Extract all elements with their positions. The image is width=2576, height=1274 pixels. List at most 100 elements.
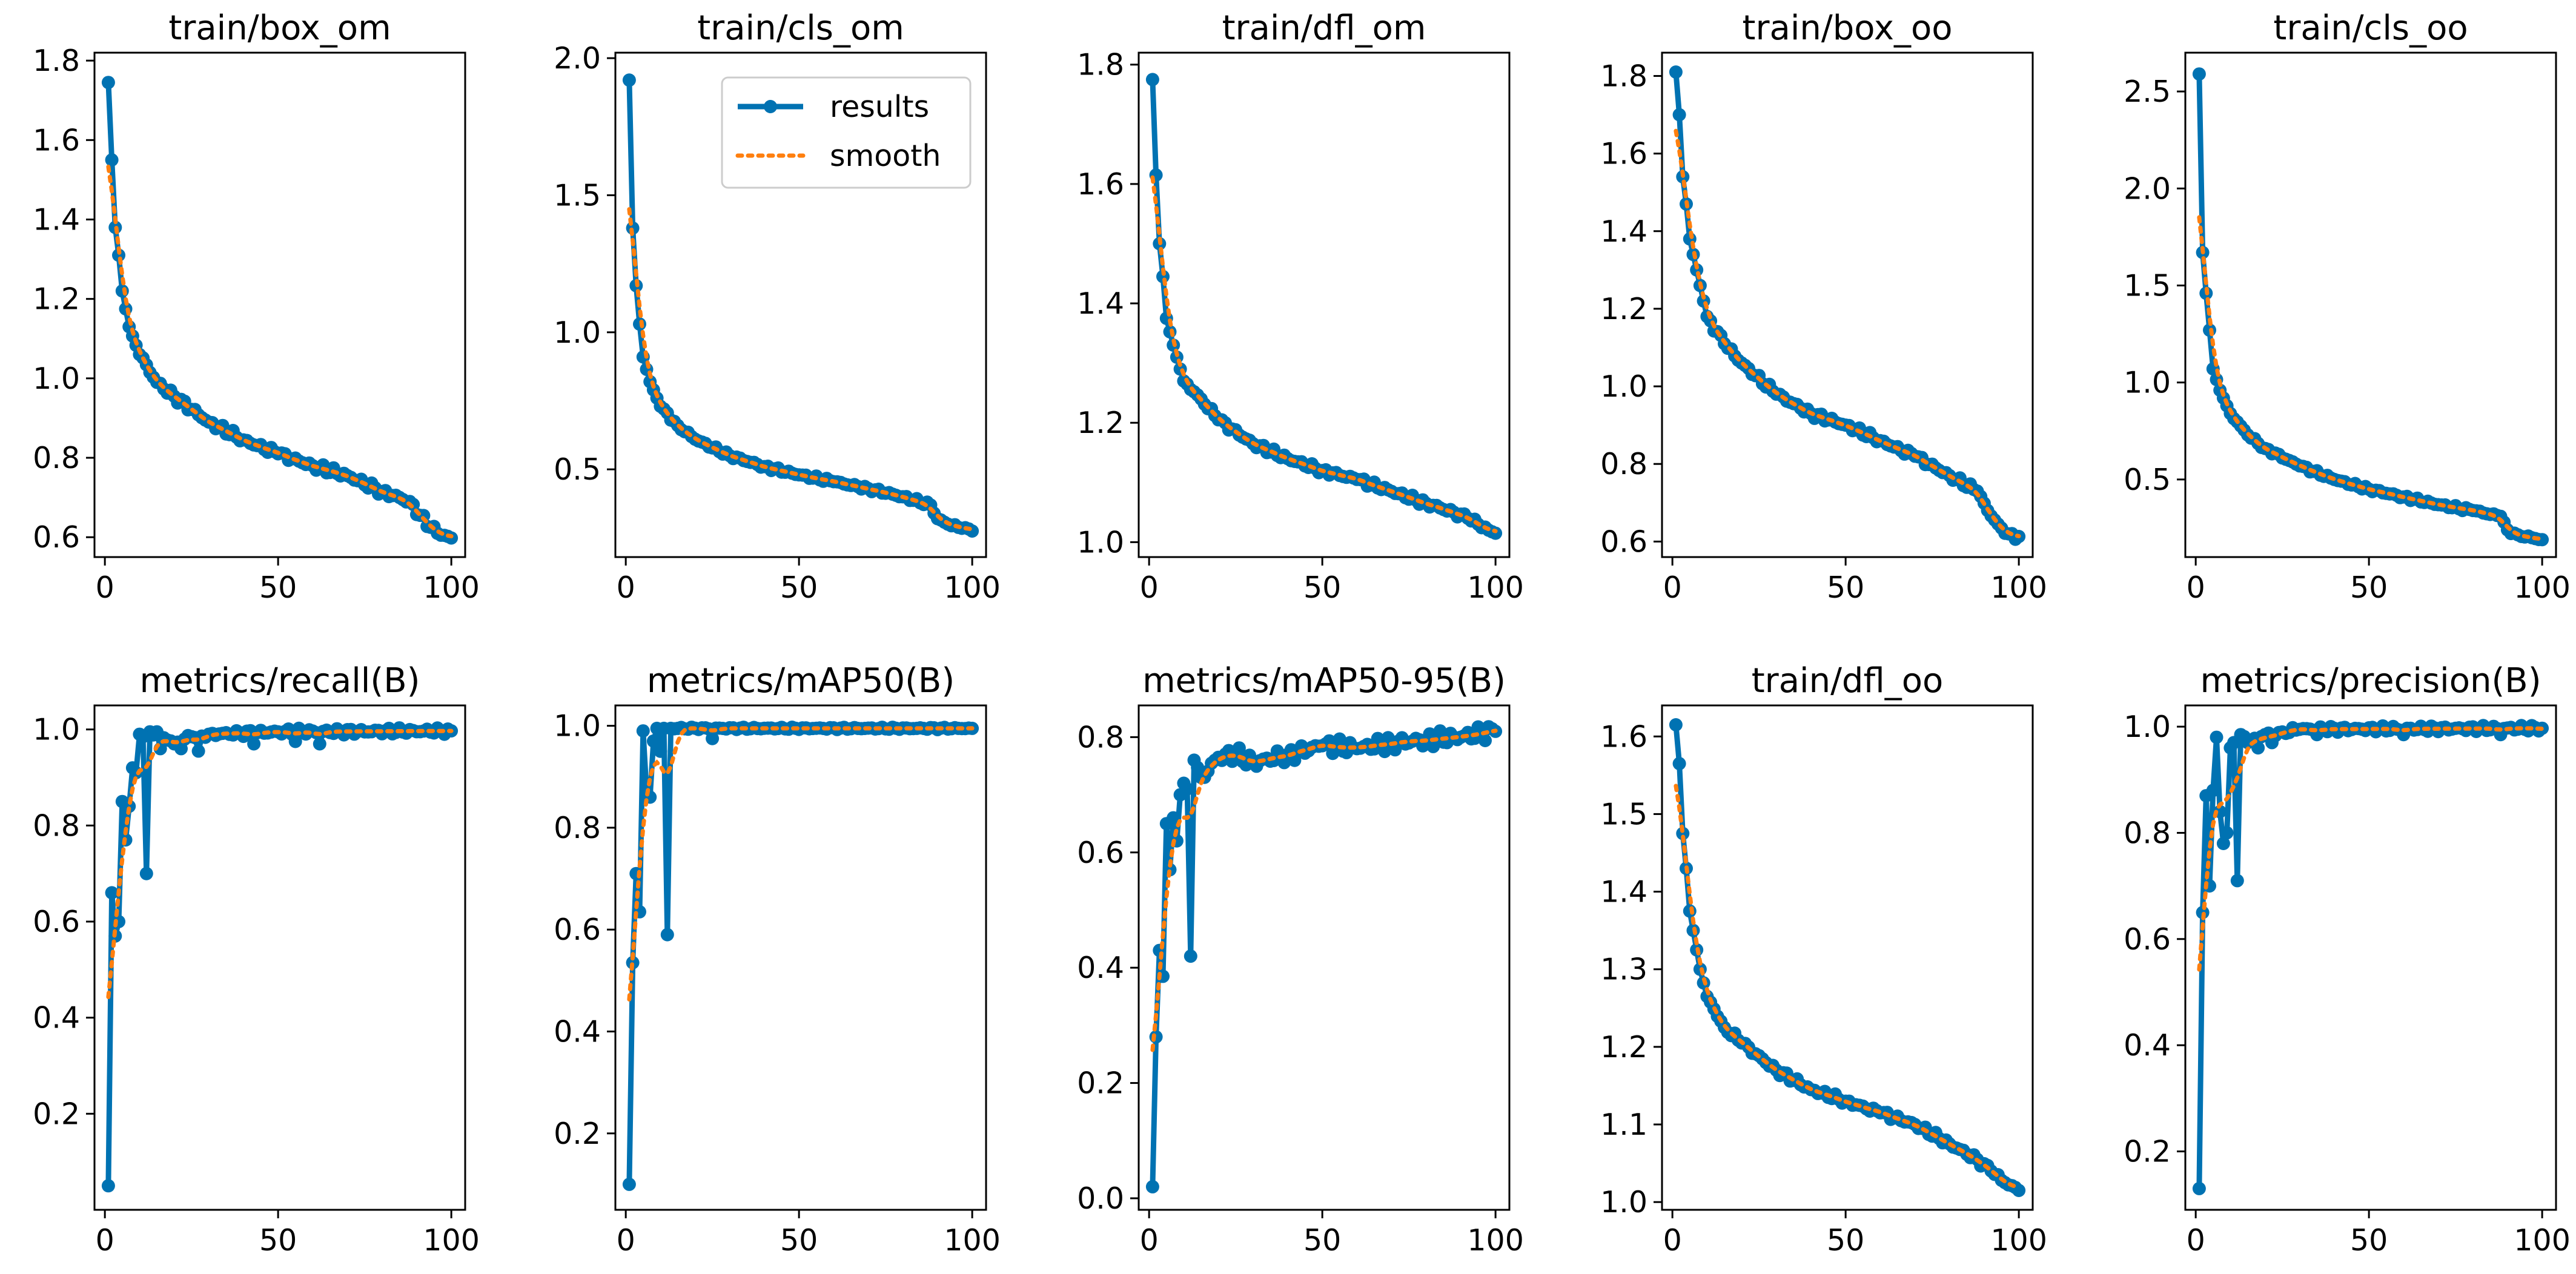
- y-tick-label: 0.2: [33, 1097, 80, 1131]
- data-point: [115, 284, 129, 298]
- subplot: train/box_om 0 50 100 0.6 0.8 1.0 1.2 1.4 1.6 1.8: [33, 8, 480, 605]
- smooth-line: [2197, 726, 2545, 972]
- data-point: [1180, 782, 1194, 796]
- results-line: [1673, 71, 2021, 543]
- data-point: [636, 724, 650, 738]
- y-tick-label: 0.5: [554, 452, 601, 487]
- results-line: [105, 725, 453, 1186]
- y-tick-label: 1.0: [33, 361, 80, 396]
- y-tick-label: 0.2: [2124, 1135, 2171, 1169]
- subplot: train/dfl_om 0 50 100 1.0 1.2 1.4 1.6 1.8: [1077, 8, 1524, 605]
- subplot: metrics/mAP50-95(B) 0 50 100 0.0 0.2 0.4 0.6 0.8: [1077, 661, 1524, 1258]
- x-tick-label: 50: [259, 570, 297, 605]
- smooth-line: [1150, 728, 1498, 1052]
- y-tick-label: 1.2: [1077, 406, 1124, 440]
- x-tick-label: 50: [2350, 1223, 2388, 1258]
- y-tick-label: 1.6: [1077, 167, 1124, 202]
- x-tick-label: 100: [423, 1223, 480, 1258]
- results-line: [105, 82, 453, 541]
- x-tick-label: 50: [1827, 570, 1864, 605]
- smooth-line: [1674, 784, 2021, 1190]
- data-point: [2206, 784, 2220, 797]
- y-tick-label: 0.8: [1600, 447, 1647, 481]
- axes-frame: [2184, 704, 2557, 1211]
- y-tick-label: 0.6: [1077, 836, 1124, 870]
- x-tick-label: 0: [1663, 1223, 1682, 1258]
- data-point: [1191, 761, 1205, 774]
- legend-smooth-label: smooth: [830, 139, 941, 173]
- data-point: [654, 744, 667, 758]
- y-tick-label: 1.5: [1600, 797, 1647, 831]
- subplot-title: metrics/mAP50-95(B): [1142, 661, 1506, 701]
- y-tick-label: 1.0: [554, 709, 601, 744]
- y-tick-label: 1.8: [1600, 59, 1647, 93]
- data-point: [1149, 1030, 1163, 1044]
- data-point: [247, 737, 261, 751]
- y-tick-label: 0.4: [2124, 1028, 2171, 1063]
- y-tick-label: 1.0: [33, 713, 80, 747]
- data-point: [1683, 904, 1697, 918]
- data-point: [1669, 718, 1683, 731]
- data-point: [1232, 741, 1246, 755]
- smooth-line: [106, 164, 454, 539]
- data-point: [1672, 757, 1686, 771]
- x-tick-label: 100: [944, 570, 1001, 605]
- data-point: [122, 799, 136, 813]
- axes-frame: [93, 704, 466, 1211]
- legend-results-marker: [764, 100, 777, 113]
- subplot-title: train/dfl_oo: [1752, 661, 1944, 701]
- y-tick-label: 1.6: [1600, 137, 1647, 171]
- legend-results-label: results: [830, 90, 929, 124]
- y-tick-label: 1.8: [33, 44, 80, 78]
- data-point: [2220, 826, 2234, 840]
- y-tick-label: 1.0: [1600, 1185, 1647, 1220]
- data-point: [2192, 1181, 2206, 1195]
- subplot-title: metrics/mAP50(B): [647, 661, 955, 701]
- y-tick-label: 1.0: [2124, 710, 2171, 744]
- smooth-line: [627, 726, 975, 1002]
- y-tick-label: 1.6: [1600, 719, 1647, 754]
- axes-frame: [614, 704, 987, 1211]
- y-tick-label: 0.8: [33, 808, 80, 843]
- x-tick-label: 0: [2187, 1223, 2205, 1258]
- data-point: [2012, 1184, 2026, 1197]
- data-point: [313, 737, 326, 751]
- y-tick-label: 1.4: [1077, 286, 1124, 321]
- subplot-title: metrics/recall(B): [140, 661, 420, 701]
- axes-frame: [1661, 51, 2034, 558]
- y-tick-label: 0.2: [554, 1117, 601, 1151]
- y-tick-label: 0.8: [1077, 720, 1124, 754]
- smooth-line: [1150, 175, 1498, 533]
- results-line: [626, 724, 973, 1184]
- axes-frame: [1661, 704, 2034, 1211]
- legend: results smooth: [721, 76, 972, 189]
- y-tick-label: 1.0: [554, 315, 601, 350]
- data-point: [660, 928, 674, 942]
- y-tick-label: 1.0: [2124, 366, 2171, 400]
- y-tick-label: 1.4: [1600, 214, 1647, 249]
- y-tick-label: 1.3: [1600, 952, 1647, 987]
- y-tick-label: 1.6: [33, 123, 80, 157]
- y-tick-label: 1.5: [554, 178, 601, 213]
- results-line: [2196, 722, 2544, 1189]
- data-point: [1145, 73, 1159, 87]
- smooth-line: [106, 728, 454, 999]
- data-point: [1184, 949, 1197, 963]
- data-point: [105, 153, 119, 167]
- x-tick-label: 0: [617, 1223, 635, 1258]
- y-tick-label: 1.2: [33, 282, 80, 317]
- subplot-title: metrics/precision(B): [2200, 661, 2541, 701]
- axes-frame: [1137, 704, 1511, 1211]
- smooth-line: [1674, 128, 2021, 538]
- y-tick-label: 1.2: [1600, 1030, 1647, 1064]
- y-tick-label: 2.0: [2124, 171, 2171, 206]
- x-tick-label: 50: [780, 570, 818, 605]
- data-point: [1145, 1180, 1159, 1193]
- y-tick-label: 0.8: [554, 811, 601, 845]
- data-point: [1669, 65, 1683, 79]
- data-point: [706, 731, 720, 745]
- x-tick-label: 0: [2187, 570, 2205, 605]
- x-tick-label: 50: [1827, 1223, 1864, 1258]
- x-tick-label: 100: [423, 570, 480, 605]
